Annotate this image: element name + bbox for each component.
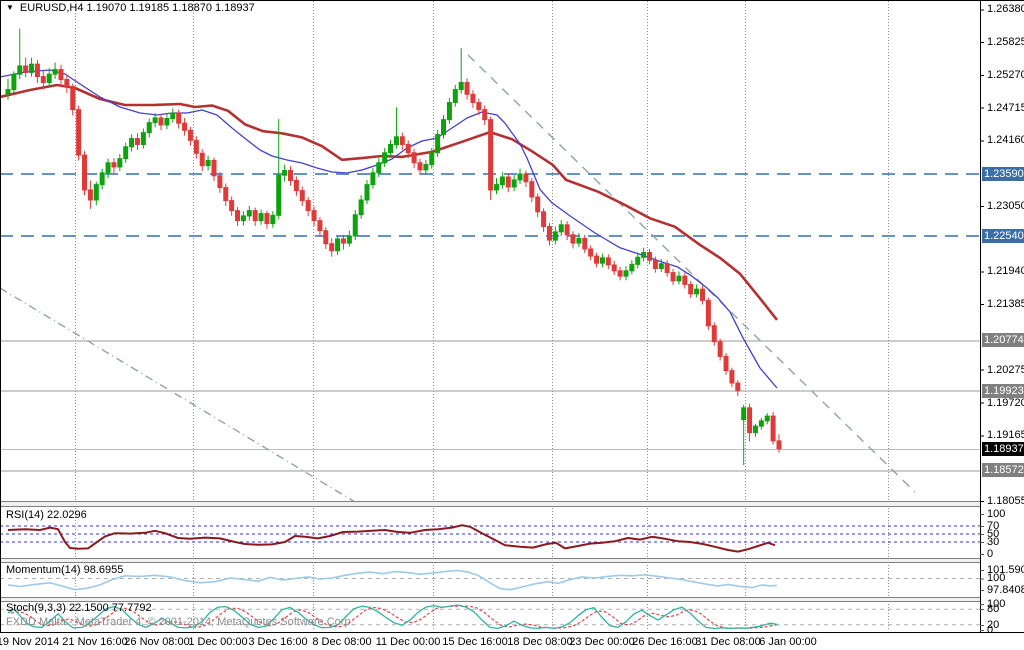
price-level-badge: 1.19923 [982, 383, 1024, 398]
chart-title-row: ▼ EURUSD,H4 1.19070 1.19185 1.18870 1.189… [6, 2, 255, 15]
stochastic-main-line [7, 604, 778, 630]
time-axis-label: 3 Dec 16:00 [248, 636, 308, 648]
momentum-scale-label: 97.8408 [987, 583, 1024, 596]
stochastic-scale-label: 20 [987, 618, 1000, 631]
stochastic-indicator-label: Stoch(9,3,3) 22.1500 77.7792 [6, 602, 152, 614]
time-axis-label: 26 Dec 16:00 [632, 636, 698, 648]
momentum-line [7, 569, 778, 591]
time-axis-label: 15 Dec 16:00 [442, 636, 508, 648]
terminal-copyright: FXDD Malta - MetaTrader 4, © 2001-2014, … [6, 616, 354, 628]
time-axis-label: 1 Dec 00:00 [188, 636, 248, 648]
rsi-scale-label: 0 [987, 548, 994, 560]
dash-dot-trendline[interactable] [0, 287, 360, 505]
price-tick-label: 1.18055 [987, 494, 1024, 507]
stochastic-scale-label: 100 [987, 598, 1006, 610]
chart-title: EURUSD,H4 1.19070 1.19185 1.18870 1.1893… [19, 2, 255, 14]
price-tick-label: 1.21940 [987, 265, 1024, 278]
price-tick-label: 1.24160 [987, 134, 1024, 147]
rsi-line [7, 524, 776, 553]
price-tick-label: 1.20275 [987, 363, 1024, 376]
price-tick-label: 1.26380 [987, 3, 1024, 16]
price-tick-label: 1.25270 [987, 68, 1024, 81]
time-axis-label: 18 Dec 08:00 [507, 636, 573, 648]
time-axis-label: 23 Dec 00:00 [569, 636, 635, 648]
price-tick-label: 1.24715 [987, 101, 1024, 114]
momentum-scale-label: 101.5907 [987, 564, 1024, 576]
time-axis-label: 19 Nov 2014 [0, 636, 60, 648]
symbol-dropdown-arrow-icon[interactable]: ▼ [6, 3, 14, 12]
rsi-scale-label: 50 [987, 528, 1000, 540]
time-axis-label: 31 Dec 08:00 [695, 636, 761, 648]
time-axis-label: 21 Nov 16:00 [62, 636, 128, 648]
price-level-badge: 1.22540 [982, 229, 1024, 243]
panel-separator[interactable] [0, 558, 980, 563]
stochastic-scale-label: 80 [987, 603, 1000, 616]
slow-moving-average-line [0, 83, 779, 321]
price-tick-label: 1.25825 [987, 36, 1024, 49]
rsi-scale-label: 30 [987, 536, 1000, 548]
rsi-scale-label: 70 [987, 520, 1000, 532]
time-axis-label: 6 Jan 00:00 [759, 636, 817, 648]
stochastic-scale-label: 0 [987, 624, 994, 636]
stochastic-signal-line [10, 605, 780, 629]
price-level-badge: 1.18572 [982, 463, 1024, 478]
candles-group [5, 28, 782, 466]
price-level-badge: 1.23590 [982, 167, 1024, 181]
rsi-indicator-label: RSI(14) 22.0296 [6, 509, 87, 521]
momentum-scale-label: 100 [987, 572, 1006, 585]
price-tick-label: 1.19165 [987, 429, 1024, 442]
price-level-badge: 1.20774 [982, 333, 1024, 348]
time-axis-label: 11 Dec 00:00 [375, 636, 441, 648]
descending-trendline[interactable] [467, 54, 916, 493]
panel-separator[interactable] [0, 501, 980, 507]
panel-separator[interactable] [0, 597, 980, 602]
price-tick-label: 1.23050 [987, 199, 1024, 212]
time-axis-label: 8 Dec 08:00 [312, 636, 372, 648]
price-level-badge: 1.18937 [982, 441, 1024, 456]
time-axis-label: 26 Nov 08:00 [124, 636, 190, 648]
rsi-scale-label: 100 [987, 508, 1006, 520]
price-tick-label: 1.19720 [987, 396, 1024, 409]
momentum-indicator-label: Momentum(14) 98.6955 [6, 564, 124, 576]
price-tick-label: 1.21385 [987, 298, 1024, 311]
